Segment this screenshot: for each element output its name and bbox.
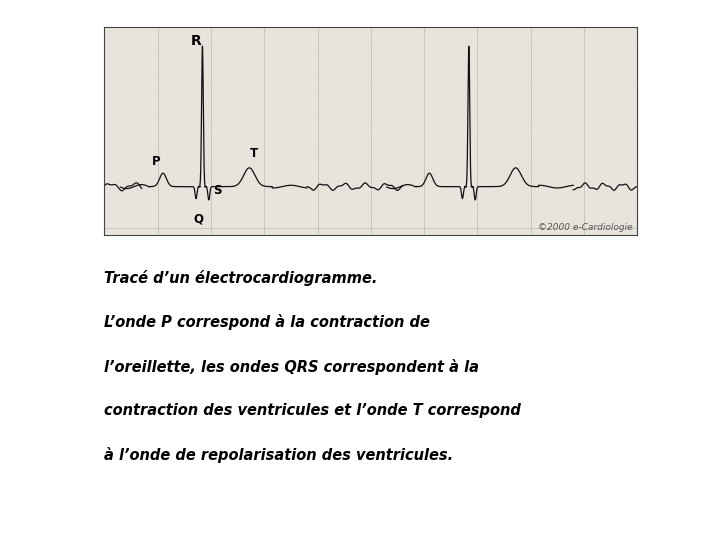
Text: L’onde P correspond à la contraction de: L’onde P correspond à la contraction de bbox=[104, 314, 431, 330]
Text: à l’onde de repolarisation des ventricules.: à l’onde de repolarisation des ventricul… bbox=[104, 447, 454, 463]
Text: S: S bbox=[213, 184, 222, 197]
Text: contraction des ventricules et l’onde T correspond: contraction des ventricules et l’onde T … bbox=[104, 403, 521, 418]
Text: ©2000 e-Cardiologie: ©2000 e-Cardiologie bbox=[539, 223, 633, 232]
Text: Q: Q bbox=[194, 212, 204, 225]
Text: T: T bbox=[250, 147, 258, 160]
Text: P: P bbox=[152, 155, 161, 168]
Text: R: R bbox=[191, 35, 202, 49]
Text: l’oreillette, les ondes QRS correspondent à la: l’oreillette, les ondes QRS corresponden… bbox=[104, 359, 480, 375]
Text: Tracé d’un électrocardiogramme.: Tracé d’un électrocardiogramme. bbox=[104, 270, 378, 286]
